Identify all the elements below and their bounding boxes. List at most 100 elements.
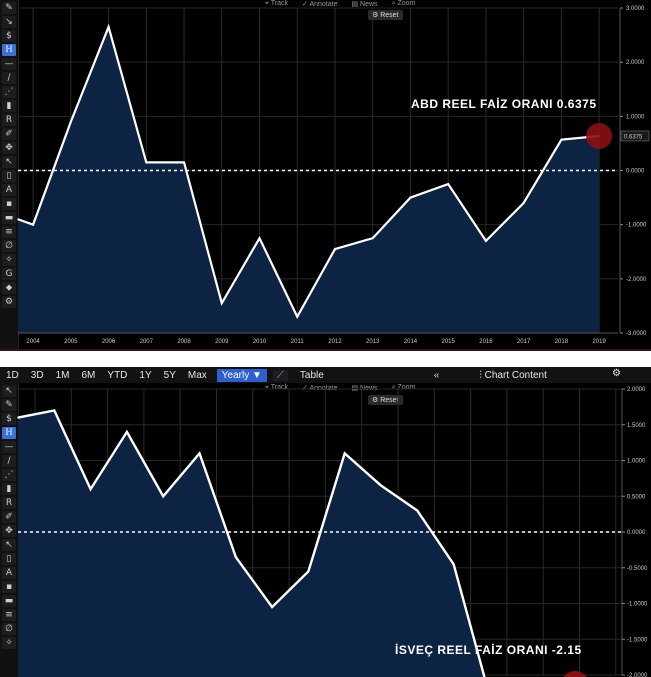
draw-tool-6[interactable]: ⋰ — [2, 469, 16, 481]
range-5y[interactable]: 5Y — [163, 369, 176, 381]
table-button[interactable]: Table — [299, 369, 324, 381]
y-tick-label: -2.0000 — [626, 277, 647, 283]
x-tick-label: 2018 — [555, 339, 569, 345]
series-annotation: İSVEÇ REEL FAİZ ORANI -2.15 — [395, 642, 582, 657]
x-tick-label: 2009 — [215, 339, 229, 345]
range-ytd[interactable]: YTD — [107, 369, 128, 381]
last-value-marker — [563, 671, 587, 677]
range-1m[interactable]: 1M — [55, 369, 70, 381]
range-6m[interactable]: 6M — [81, 369, 96, 381]
y-tick-label: -1.0000 — [626, 223, 647, 229]
zoom-tool-2[interactable]: ⌕ Zoom — [391, 384, 416, 391]
draw-tool-7[interactable]: ▮ — [2, 100, 16, 112]
draw-tool-0[interactable]: ✎ — [2, 2, 16, 14]
abd-real-rate-chart: 3.0000 2.0000 1.0000 0.0000 -1.0000 -2.0000 -3… — [17, 6, 650, 345]
draw-tool-13[interactable]: A — [2, 184, 16, 196]
draw-tool-18[interactable]: ✧ — [2, 254, 16, 266]
range-1d[interactable]: 1D — [6, 369, 19, 381]
data-point — [53, 409, 56, 412]
draw-tool-16[interactable]: ≡ — [2, 226, 16, 238]
draw-tool-18[interactable]: ✧ — [2, 637, 16, 649]
data-point — [145, 161, 148, 164]
y-tick-label: -0.5000 — [627, 566, 648, 572]
draw-tool-9[interactable]: ✐ — [2, 128, 16, 140]
draw-tool-20[interactable]: ⬥ — [2, 282, 16, 294]
reset-label-2: Reset — [380, 397, 399, 404]
x-tick-label: 2008 — [177, 339, 191, 345]
data-point — [235, 556, 237, 558]
chart-mini-tools: ⌖ Track ✓ Annotate ▤ News ⌕ Zoom — [265, 0, 415, 8]
draw-tool-14[interactable]: ▪ — [2, 198, 16, 210]
x-tick-label: 2005 — [64, 339, 78, 345]
reset-button-2[interactable]: ⚙ Reset — [368, 395, 403, 405]
data-point — [416, 509, 419, 512]
track-label-2: Track — [270, 384, 289, 391]
draw-tool-15[interactable]: ▬ — [2, 595, 16, 607]
data-point — [334, 248, 336, 250]
draw-tool-1[interactable]: ↘ — [2, 16, 16, 28]
draw-tool-9[interactable]: ✐ — [2, 511, 16, 523]
draw-tool-4[interactable]: — — [2, 58, 16, 70]
annotate-tool[interactable]: ✓ Annotate — [302, 1, 338, 8]
data-point — [296, 315, 299, 318]
track-tool-2[interactable]: ⌖ Track — [265, 384, 289, 391]
data-point — [17, 416, 19, 419]
data-point — [220, 302, 223, 305]
draw-tool-11[interactable]: ↖ — [2, 156, 16, 168]
draw-tool-8[interactable]: R — [2, 497, 16, 509]
line-chart-icon[interactable]: ⟋ — [272, 369, 288, 381]
y-tick-label: -1.0000 — [627, 602, 648, 608]
x-tick-label: 2011 — [291, 339, 305, 345]
x-tick-label: 2007 — [140, 339, 154, 345]
draw-tool-6[interactable]: ⋰ — [2, 86, 16, 98]
draw-tool-1[interactable]: ✎ — [2, 399, 16, 411]
draw-tool-5[interactable]: / — [2, 455, 16, 467]
track-tool[interactable]: ⌖ Track — [265, 0, 289, 7]
draw-tool-5[interactable]: / — [2, 72, 16, 84]
y-tick-label: 0.5000 — [627, 494, 646, 500]
draw-tool-0[interactable]: ↖ — [2, 385, 16, 397]
draw-tool-8[interactable]: R — [2, 114, 16, 126]
draw-tool-16[interactable]: ≡ — [2, 609, 16, 621]
draw-tool-21[interactable]: ⚙ — [2, 296, 16, 308]
draw-tool-10[interactable]: ✥ — [2, 525, 16, 537]
range-max[interactable]: Max — [187, 369, 207, 381]
draw-tool-12[interactable]: ▯ — [2, 553, 16, 565]
data-point — [198, 452, 201, 455]
draw-tool-13[interactable]: A — [2, 567, 16, 579]
abd-chart-panel: ✎ ↘ $ ℍ — / ⋰ ▮ R ✐ ✥ ↖ ▯ A ▪ ▬ ≡ ∅ ✧ G ⬥ ⚙ ⌖ Track ✓ Annotat… — [0, 0, 651, 351]
reset-button[interactable]: ⚙ Reset — [368, 10, 403, 20]
data-point — [70, 120, 72, 123]
y-tick-label: -3.0000 — [626, 331, 647, 337]
data-point — [447, 183, 449, 185]
area-fill — [18, 26, 600, 333]
range-3d[interactable]: 3D — [30, 369, 44, 381]
draw-tool-11[interactable]: ↖ — [2, 539, 16, 551]
chart-content-button[interactable]: ⫶ Chart Content — [479, 369, 547, 381]
draw-tool-7[interactable]: ▮ — [2, 483, 16, 495]
draw-tool-17[interactable]: ∅ — [2, 623, 16, 635]
draw-tool-4[interactable]: — — [2, 441, 16, 453]
draw-tool-3[interactable]: ℍ — [2, 44, 16, 56]
draw-tool-2[interactable]: $ — [2, 30, 16, 42]
draw-tool-17[interactable]: ∅ — [2, 240, 16, 252]
y-tick-label: 1.0000 — [627, 459, 646, 465]
last-value-tag-box — [620, 130, 650, 142]
draw-tool-14[interactable]: ▪ — [2, 581, 16, 593]
zoom-tool[interactable]: ⌕ Zoom — [391, 0, 416, 7]
draw-tool-15[interactable]: ▬ — [2, 212, 16, 224]
series-line — [17, 409, 486, 677]
x-tick-label: 2012 — [328, 339, 342, 345]
collapse-icon[interactable]: « — [433, 369, 440, 381]
draw-tool-10[interactable]: ✥ — [2, 142, 16, 154]
chart-content-label: Chart Content — [484, 369, 547, 381]
range-1y[interactable]: 1Y — [139, 369, 152, 381]
y-tick-label: 1.0000 — [626, 114, 645, 120]
gear-icon[interactable]: ⚙ — [612, 368, 621, 379]
draw-tool-19[interactable]: G — [2, 268, 16, 280]
news-tool[interactable]: ▤ News — [351, 1, 378, 8]
draw-tool-2[interactable]: $ — [2, 413, 16, 425]
yearly-dropdown[interactable]: Yearly ▼ — [216, 368, 267, 382]
draw-tool-12[interactable]: ▯ — [2, 170, 16, 182]
draw-tool-3[interactable]: ℍ — [2, 427, 16, 439]
